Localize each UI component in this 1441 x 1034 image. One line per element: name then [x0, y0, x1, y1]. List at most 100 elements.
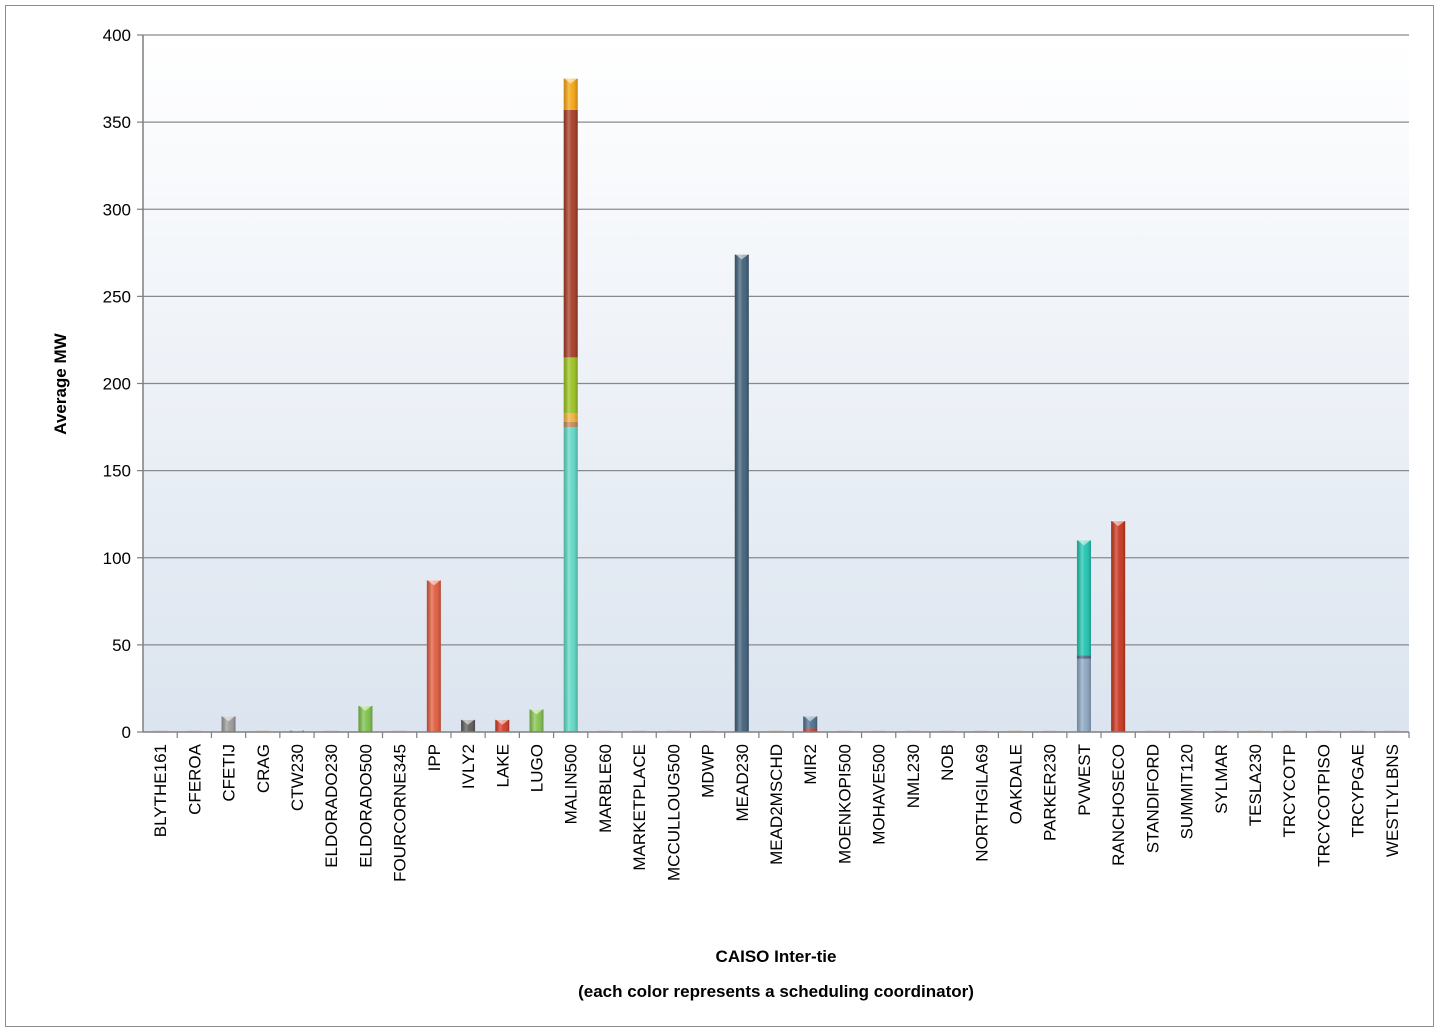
x-tick-label: PVWEST: [1075, 744, 1094, 816]
bar-segment-sheen: [563, 357, 578, 414]
bar-cap: [734, 254, 749, 260]
x-axis-title: CAISO Inter-tie: [716, 947, 837, 966]
y-tick-label: 100: [103, 549, 131, 568]
empty-bar-stub: [187, 730, 202, 732]
bar-segment-sheen: [461, 719, 476, 732]
bar-segment-sheen: [734, 254, 749, 732]
empty-bar-stub: [871, 730, 886, 732]
bar-segment-sheen: [563, 413, 578, 422]
x-tick-label: RANCHOSECO: [1109, 744, 1128, 866]
y-tick-label: 200: [103, 375, 131, 394]
axes: [142, 35, 1410, 738]
x-tick-label: MDWP: [699, 744, 718, 798]
y-tick-label: 150: [103, 462, 131, 481]
x-axis-subtitle: (each color represents a scheduling coor…: [578, 982, 974, 1001]
empty-bar-stub: [837, 730, 852, 732]
x-tick-label: MCCULLOUG500: [664, 744, 683, 881]
y-tick-label: 0: [122, 723, 131, 742]
empty-bar-stub: [1316, 730, 1331, 732]
x-tick-label: TESLA230: [1246, 744, 1265, 826]
x-tick-label: ELDORADO230: [322, 744, 341, 868]
bar-segment-sheen: [1111, 521, 1126, 732]
x-tick-label: BLYTHE161: [151, 744, 170, 837]
empty-bar-stub: [974, 730, 989, 732]
x-tick-label: OAKDALE: [1007, 744, 1026, 824]
x-tick-label: MIR2: [801, 744, 820, 785]
x-tick-label: MOHAVE500: [870, 744, 889, 845]
bar-cap: [358, 705, 373, 711]
bar-cap: [1076, 539, 1091, 546]
x-tick-label: MEAD230: [733, 744, 752, 821]
x-tick-label: ELDORADO500: [356, 744, 375, 868]
bar-segment-sheen: [803, 716, 818, 729]
bar-segment-sheen: [563, 427, 578, 732]
y-tick-label: 250: [103, 287, 131, 306]
y-tick-label: 400: [103, 26, 131, 45]
y-tick-label: 350: [103, 113, 131, 132]
x-tick-label: TRCYCOTPISO: [1314, 744, 1333, 867]
bar-cap: [426, 579, 441, 586]
bar-segment-sheen: [563, 421, 578, 428]
bars: [153, 78, 1399, 736]
bar-cap: [1111, 520, 1126, 527]
bar-cap: [495, 719, 510, 725]
bar-segment-sheen: [563, 109, 578, 358]
x-tick-label: CFETIJ: [220, 744, 239, 802]
empty-bar-stub: [700, 730, 715, 732]
empty-bar-stub: [666, 730, 681, 732]
bar-segment-sheen: [1076, 658, 1091, 732]
bar-segment-sheen: [1076, 655, 1091, 659]
bar-segment-sheen: [358, 705, 373, 732]
empty-bar-stub: [1350, 730, 1365, 732]
empty-bar-stub: [940, 730, 955, 732]
bar-segment-sheen: [563, 78, 578, 110]
x-tick-label: MALIN500: [562, 744, 581, 824]
x-tick-label: MARBLE60: [596, 744, 615, 833]
empty-bar-stub: [632, 730, 647, 732]
x-tick-labels: BLYTHE161 CFEROA CFETIJ CRAG CTW230 ELDORADO2…: [151, 743, 1402, 882]
empty-bar-stub: [392, 730, 407, 732]
bar-segment-sheen: [221, 716, 236, 732]
x-tick-label: TRCYCOTP: [1280, 744, 1299, 838]
x-tick-label: WESTLYLBNS: [1383, 744, 1402, 857]
x-tick-label: NORTHGILA69: [972, 744, 991, 862]
empty-bar-stub: [324, 730, 339, 732]
x-tick-label: PARKER230: [1041, 744, 1060, 841]
x-tick-label: NML230: [904, 744, 923, 808]
empty-bar-stub: [597, 730, 612, 732]
empty-bar-stub: [1282, 730, 1297, 732]
empty-bar-stub: [153, 730, 168, 732]
bar-cap: [563, 78, 578, 84]
empty-bar-stub: [255, 730, 270, 732]
bar-segment-sheen: [495, 719, 510, 732]
bar-cap: [529, 708, 544, 715]
x-tick-label: IPP: [425, 744, 444, 771]
empty-bar-stub: [1145, 730, 1160, 732]
x-tick-label: STANDIFORD: [1143, 744, 1162, 853]
x-tick-label: NOB: [938, 744, 957, 781]
empty-bar-stub: [1008, 730, 1023, 732]
bar-segment-sheen: [803, 728, 818, 732]
x-tick-label: MOENKOPI500: [835, 744, 854, 864]
x-tick-label: SUMMIT120: [1178, 744, 1197, 839]
y-tick-label: 50: [112, 636, 131, 655]
x-tick-label: IVLY2: [459, 744, 478, 789]
x-tick-label: FOURCORNE345: [391, 744, 410, 882]
x-tick-label: CRAG: [254, 744, 273, 793]
x-tick-label: MEAD2MSCHD: [767, 744, 786, 865]
empty-bar-stub: [905, 730, 920, 732]
empty-bar-stub: [1213, 730, 1228, 732]
y-tick-label: 300: [103, 200, 131, 219]
bar-cap: [461, 719, 476, 725]
bar-segment-sheen: [1076, 540, 1091, 656]
empty-bar-stub: [1248, 730, 1263, 732]
x-tick-label: SYLMAR: [1212, 744, 1231, 814]
x-tick-label: CFEROA: [185, 743, 204, 815]
empty-bar-stub: [769, 730, 783, 732]
gridlines: [137, 34, 1409, 733]
empty-bar-stub: [1042, 730, 1057, 732]
empty-bar-stub: [1384, 730, 1399, 732]
bar-cap: [803, 715, 818, 722]
empty-bar-stub: [1179, 730, 1194, 732]
